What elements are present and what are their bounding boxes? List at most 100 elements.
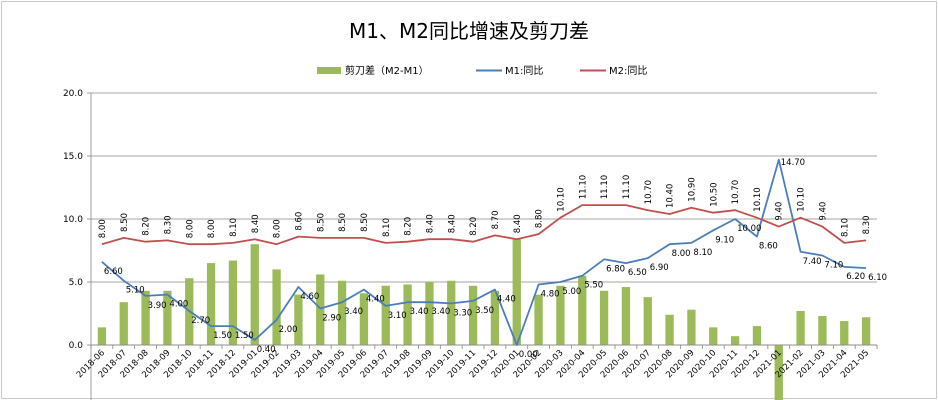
m1-data-label: 4.00 xyxy=(169,300,188,310)
m1-data-label: 6.60 xyxy=(104,267,123,277)
m1-data-label: 6.20 xyxy=(846,272,865,282)
spread-bar xyxy=(425,282,434,345)
m2-data-label: 8.40 xyxy=(251,214,261,233)
spread-bar xyxy=(447,280,456,345)
m2-data-label: 8.50 xyxy=(316,213,326,232)
m2-data-label: 8.20 xyxy=(469,217,479,236)
y-tick-label: 20.0 xyxy=(63,89,83,99)
spread-bar xyxy=(643,297,652,345)
spread-bar xyxy=(468,285,478,345)
spread-bar xyxy=(359,293,369,345)
m2-data-label: 8.60 xyxy=(294,212,304,231)
m2-data-label: 10.90 xyxy=(687,177,697,201)
m1-data-label: 3.90 xyxy=(148,301,167,311)
m1-data-label: 3.50 xyxy=(475,306,494,316)
spread-bar xyxy=(730,336,740,345)
x-axis-line xyxy=(90,344,878,349)
x-axis-labels: 2018-062018-072018-082018-092018-102018-… xyxy=(75,348,871,380)
m2-data-label: 8.50 xyxy=(338,213,348,232)
spread-bar xyxy=(316,274,325,345)
m2-data-label: 8.00 xyxy=(98,219,108,238)
spread-bar xyxy=(818,316,827,345)
m1-data-label: 1.50 xyxy=(213,331,232,341)
spread-bar xyxy=(403,284,412,345)
m1-data-label: 2.70 xyxy=(191,316,210,326)
spread-bar xyxy=(578,275,587,345)
m2-data-label: 10.10 xyxy=(797,187,807,211)
spread-bar xyxy=(796,310,805,345)
m2-data-label: 8.20 xyxy=(142,217,152,236)
spread-bar xyxy=(665,314,674,345)
m2-data-label: 8.40 xyxy=(513,214,523,233)
m2-data-label: 9.40 xyxy=(818,202,828,221)
m1-series xyxy=(101,158,867,346)
m2-data-label: 8.10 xyxy=(229,218,239,237)
m1-data-label: 0.00 xyxy=(519,350,538,360)
spread-bars xyxy=(97,239,871,400)
m2-data-label: 8.40 xyxy=(447,214,457,233)
spread-bar xyxy=(534,294,543,345)
m2-data-label: 10.50 xyxy=(709,182,719,206)
m1-data-label: 2.00 xyxy=(279,325,298,335)
m2-data-label: 8.20 xyxy=(404,217,414,236)
spread-bar xyxy=(250,244,259,345)
m1-data-label: 3.30 xyxy=(453,308,472,318)
m1-data-label: 0.40 xyxy=(257,345,276,355)
spread-bar xyxy=(294,294,303,345)
m2-data-label: 8.30 xyxy=(163,215,173,234)
m1-data-label: 4.60 xyxy=(300,292,319,302)
m1-data-label: 3.40 xyxy=(410,307,429,317)
spread-bar xyxy=(141,290,150,345)
m1-data-label: 14.70 xyxy=(781,158,805,168)
legend-swatch-spread xyxy=(317,67,341,74)
spread-bar xyxy=(840,321,849,345)
m2-data-label: 8.10 xyxy=(382,218,392,237)
m2-data-label: 9.40 xyxy=(775,202,785,221)
m2-data-label: 8.50 xyxy=(120,213,130,232)
spread-bar xyxy=(272,269,281,345)
legend-label-spread: 剪刀差（M2-M1） xyxy=(345,64,429,77)
m1-data-label: 7.10 xyxy=(824,261,843,271)
m2-data-label: 8.70 xyxy=(491,210,501,229)
y-tick-label: 5.0 xyxy=(69,278,84,288)
spread-bar xyxy=(774,345,783,400)
m1-data-label: 4.80 xyxy=(541,290,560,300)
m1-data-label: 9.10 xyxy=(715,235,734,245)
legend: 剪刀差（M2-M1） M1:同比 M2:同比 xyxy=(317,64,647,77)
spread-bar xyxy=(381,285,390,345)
m1-data-label: 6.50 xyxy=(628,268,647,278)
y-tick-label: 15.0 xyxy=(63,152,83,162)
spread-bar xyxy=(556,285,565,345)
legend-label-m1: M1:同比 xyxy=(505,65,543,77)
m2-data-label: 8.40 xyxy=(425,214,435,233)
m2-data-label: 11.10 xyxy=(622,175,632,199)
spread-bar xyxy=(490,290,500,345)
m2-data-label: 8.80 xyxy=(535,209,545,228)
m1-data-label: 4.40 xyxy=(366,295,385,305)
m1-data-label: 6.10 xyxy=(868,273,887,283)
y-tick-label: 10.0 xyxy=(63,215,83,225)
m1-data-label: 6.90 xyxy=(650,263,669,273)
spread-bar xyxy=(512,239,521,345)
m1-data-label: 2.90 xyxy=(322,313,341,323)
spread-bar xyxy=(337,280,347,345)
spread-bar xyxy=(119,302,128,345)
m2-data-label: 11.10 xyxy=(578,175,588,199)
m2-data-labels: 8.00 8.50 8.20 8.30 8.00 8.00 8.10 8.40 8.00 8.60… xyxy=(98,175,872,239)
m1-data-label: 3.10 xyxy=(388,311,407,321)
m2-data-label: 8.30 xyxy=(862,215,872,234)
spread-bar xyxy=(621,287,631,345)
m1-data-label: 4.40 xyxy=(497,295,516,305)
m1-data-label: 5.00 xyxy=(562,287,581,297)
m2-data-label: 10.40 xyxy=(666,184,676,208)
m2-data-label: 8.10 xyxy=(840,218,850,237)
m2-data-label: 10.70 xyxy=(644,180,654,204)
m2-data-label: 10.10 xyxy=(753,187,763,211)
m1-data-label: 5.50 xyxy=(584,281,603,291)
m2-data-label: 8.50 xyxy=(360,213,370,232)
legend-label-m2: M2:同比 xyxy=(609,65,647,77)
m1-data-label: 8.00 xyxy=(672,249,691,259)
m2-data-label: 8.00 xyxy=(185,219,195,238)
m1-data-label: 5.10 xyxy=(126,286,145,296)
